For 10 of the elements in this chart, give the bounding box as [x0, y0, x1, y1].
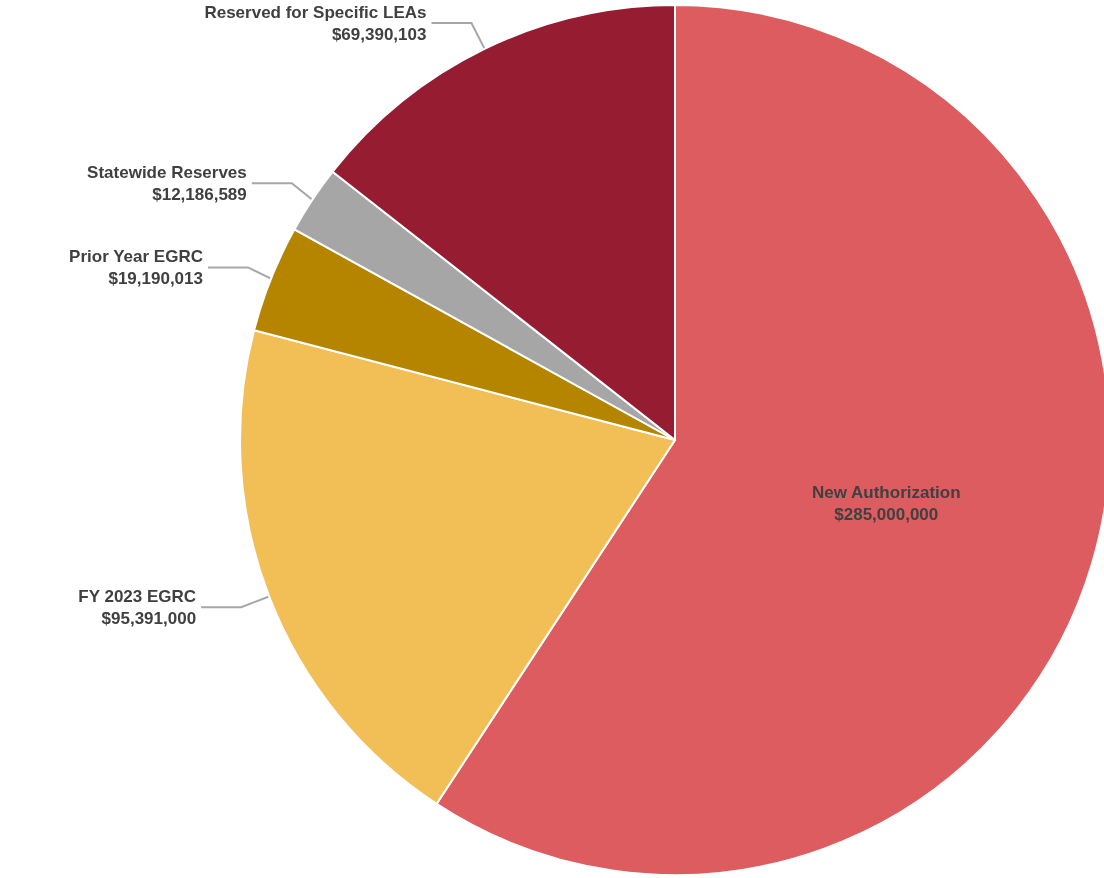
slice-label: Statewide Reserves: [87, 162, 247, 182]
slice-label: Reserved for Specific LEAs: [204, 2, 427, 22]
data-label: $285,000,000: [834, 504, 939, 524]
data-label: $69,390,103: [331, 24, 427, 44]
slice-label: New Authorization: [811, 482, 961, 502]
data-label: $95,391,000: [101, 608, 197, 628]
slice-label: FY 2023 EGRC: [78, 586, 197, 606]
slice-label: Prior Year EGRC: [69, 246, 203, 266]
data-label: $12,186,589: [152, 184, 247, 204]
data-label: $19,190,013: [108, 268, 203, 288]
